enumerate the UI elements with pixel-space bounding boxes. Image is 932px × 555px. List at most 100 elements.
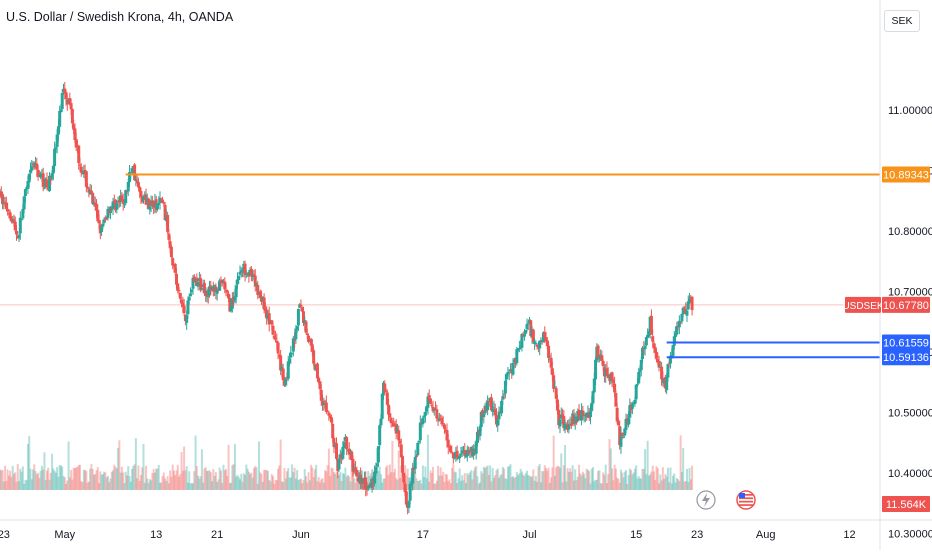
candle-body xyxy=(557,409,561,426)
candle-body xyxy=(323,401,327,403)
volume-bar xyxy=(633,468,636,490)
candle-body xyxy=(28,169,32,173)
candle-body xyxy=(442,424,446,429)
volume-bar xyxy=(508,466,511,490)
volume-bar xyxy=(562,465,565,490)
candle xyxy=(332,435,336,454)
candle-body xyxy=(223,281,227,290)
candle xyxy=(173,262,177,276)
candle-body xyxy=(655,352,659,359)
volume-bar xyxy=(19,468,22,490)
candle xyxy=(290,352,294,354)
volume-bar xyxy=(301,483,304,490)
candle-body xyxy=(267,313,271,325)
volume-bar xyxy=(661,467,664,490)
candle-body xyxy=(15,230,19,235)
volume-bar xyxy=(580,475,583,490)
us-flag-icon[interactable] xyxy=(736,490,756,510)
candle-body xyxy=(428,398,432,404)
candle-body xyxy=(293,339,297,341)
volume-bar xyxy=(139,475,142,490)
horizontal-lines[interactable] xyxy=(0,173,880,359)
volume-bar xyxy=(61,466,64,490)
candle-body xyxy=(408,483,412,501)
candle-body xyxy=(171,258,175,266)
candle xyxy=(686,295,690,310)
candle-body xyxy=(50,173,54,179)
candle xyxy=(18,211,22,240)
candle-body xyxy=(534,342,538,344)
volume-bar xyxy=(542,471,545,490)
candle-body xyxy=(337,458,341,470)
candle-body xyxy=(656,359,660,363)
volume-bar xyxy=(512,476,515,490)
candle xyxy=(243,260,247,282)
candle xyxy=(218,278,222,291)
volume-bar xyxy=(233,444,236,490)
volume-bar xyxy=(38,478,41,490)
volume-bar xyxy=(312,477,315,490)
candle-body xyxy=(404,491,408,505)
candle-body xyxy=(569,424,573,426)
candle-body xyxy=(84,171,88,187)
candle-body xyxy=(634,384,638,400)
candle-body xyxy=(296,308,300,326)
candle-body xyxy=(389,417,393,424)
volume-bar xyxy=(137,465,140,490)
candle xyxy=(564,422,568,424)
candle-body xyxy=(2,203,6,205)
volume-bar xyxy=(227,444,230,490)
candle-body xyxy=(449,445,453,453)
lightning-icon[interactable] xyxy=(696,490,716,510)
candle-body xyxy=(550,368,554,375)
volume-bar xyxy=(581,471,584,490)
volume-bar xyxy=(489,465,492,490)
volume-bar xyxy=(49,472,52,490)
candle-body xyxy=(271,325,275,335)
volume-bar xyxy=(495,470,498,490)
volume-bar xyxy=(123,483,126,490)
volume-bar xyxy=(612,480,615,490)
volume-bar xyxy=(531,476,534,490)
volume-bar xyxy=(419,479,422,490)
volume-bar xyxy=(222,464,225,490)
candle-body xyxy=(554,388,558,399)
candle xyxy=(376,446,380,467)
volume-bar xyxy=(660,480,663,490)
candle xyxy=(329,414,333,425)
volume-bar xyxy=(406,468,409,490)
candle xyxy=(634,383,638,404)
volume-bar xyxy=(63,477,66,490)
candle-body xyxy=(20,219,24,221)
volume-bar xyxy=(345,476,348,490)
candle-body xyxy=(110,208,114,210)
candle-body xyxy=(374,467,378,474)
candle-body xyxy=(13,221,17,231)
candle-body xyxy=(122,204,126,206)
candle-body xyxy=(491,409,495,413)
currency-button[interactable]: SEK xyxy=(884,10,920,32)
candle-body xyxy=(621,437,625,439)
volume-bar xyxy=(156,468,159,490)
y-tick-label: 10.40000 xyxy=(888,468,932,480)
y-tick-label: 10.50000 xyxy=(888,407,932,419)
event-icons[interactable] xyxy=(696,490,756,510)
volume-bar xyxy=(305,476,308,490)
candle-body xyxy=(503,380,507,394)
candle-body xyxy=(486,401,490,411)
volume-bar xyxy=(109,478,112,490)
volume-bar xyxy=(240,473,243,490)
symbol-badge xyxy=(845,296,881,313)
candle-body xyxy=(351,458,355,472)
volume-bar xyxy=(18,481,21,490)
candle-body xyxy=(373,471,377,484)
candle-body xyxy=(600,355,604,361)
volume-bar xyxy=(0,469,1,490)
candle-body xyxy=(627,418,631,425)
candle-body xyxy=(594,359,598,380)
volume-bar xyxy=(143,482,146,490)
candle xyxy=(267,306,271,332)
candle-body xyxy=(289,352,293,358)
